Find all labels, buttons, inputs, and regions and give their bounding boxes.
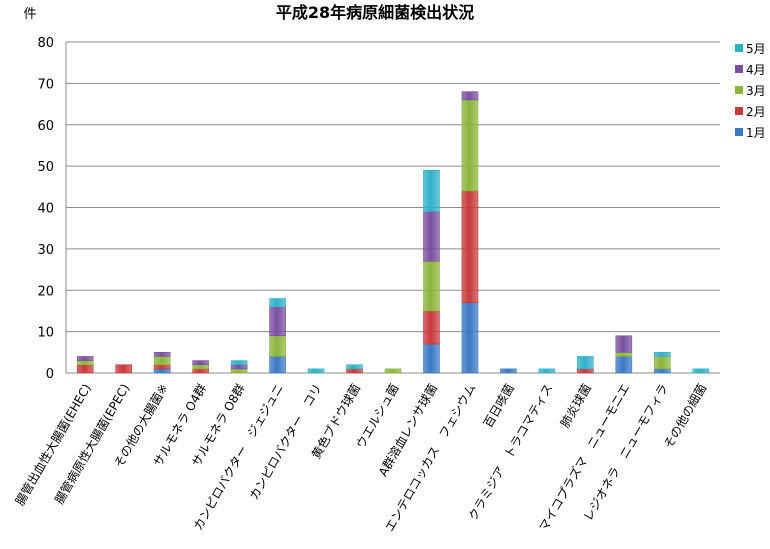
bar-segment	[192, 368, 209, 374]
y-tick-label: 80	[37, 36, 54, 51]
bars	[76, 91, 710, 374]
legend-label: 5月	[746, 42, 766, 56]
y-tick-label: 0	[46, 367, 54, 382]
bar-segment	[346, 368, 363, 374]
legend-label: 3月	[746, 84, 766, 98]
bar-segment	[461, 91, 479, 101]
bar-segment	[615, 352, 633, 357]
legend-label: 1月	[746, 126, 766, 140]
bar-segment	[153, 352, 171, 357]
bar-segment	[423, 169, 440, 212]
bar-segment	[115, 364, 133, 374]
x-tick-label: 腸管病原性大腸菌(EPEC)	[51, 381, 132, 506]
y-tick-label: 30	[37, 243, 54, 258]
y-axis-ticks: 0 10 20 30 40 50 60 70 80	[37, 36, 54, 382]
bar-segment	[76, 356, 94, 361]
bar-segment	[423, 211, 440, 262]
x-tick-label: 腸管出血性大腸菌(EHEC)	[12, 381, 94, 508]
legend-swatch	[735, 107, 743, 115]
gridlines	[66, 41, 720, 333]
bar-segment	[153, 364, 171, 370]
bar-segment	[307, 368, 325, 374]
legend-swatch	[735, 128, 743, 136]
y-tick-label: 10	[37, 326, 54, 341]
bar-segment	[461, 302, 479, 374]
y-tick-label: 20	[37, 284, 54, 299]
x-axis-labels: 腸管出血性大腸菌(EHEC)腸管病原性大腸菌(EPEC)その他の大腸菌※サルモネ…	[12, 381, 709, 534]
bar-segment	[577, 356, 594, 370]
y-tick-label: 60	[37, 119, 54, 134]
bar-segment	[346, 364, 363, 370]
x-tick-label: 百日咳菌	[481, 382, 517, 431]
legend-label: 4月	[746, 63, 766, 77]
x-tick-label: クラミジア トラコマティス	[466, 382, 556, 523]
x-tick-label: カンピロバクター コリ	[247, 382, 325, 503]
legend-swatch	[735, 86, 743, 94]
legend-swatch	[735, 65, 743, 73]
bar-segment	[653, 356, 671, 370]
bar-segment	[384, 368, 402, 374]
bar-segment	[461, 190, 479, 303]
bar-segment	[500, 368, 517, 374]
bar-segment	[461, 99, 479, 192]
bar-segment	[269, 306, 286, 337]
bar-segment	[692, 368, 710, 374]
bar-segment	[423, 310, 440, 345]
legend-swatch	[735, 44, 743, 52]
bar-segment	[269, 356, 286, 374]
bar-segment	[230, 364, 248, 370]
bar-segment	[423, 260, 440, 312]
bar-segment	[76, 360, 94, 366]
bar-segment	[153, 368, 171, 374]
bar-segment	[192, 360, 209, 366]
y-tick-label: 50	[37, 160, 54, 175]
bar-segment	[153, 356, 171, 366]
bar-segment	[76, 364, 94, 374]
x-tick-label: 肺炎球菌	[558, 382, 594, 431]
bar-segment	[269, 298, 286, 308]
bar-segment	[192, 364, 209, 370]
bar-segment	[423, 343, 440, 374]
bar-segment	[230, 360, 248, 366]
legend: 5月 4月 3月 2月 1月	[735, 42, 766, 140]
bar-segment	[577, 368, 594, 374]
bar-segment	[615, 356, 633, 374]
y-tick-label: 40	[37, 202, 54, 217]
y-axis-unit: 件	[23, 7, 36, 22]
legend-label: 2月	[746, 105, 766, 119]
bar-segment	[653, 368, 671, 374]
bar-segment	[653, 352, 671, 357]
chart-title: 平成28年病原細菌検出状況	[276, 3, 474, 22]
bar-segment	[615, 335, 633, 353]
bar-segment	[538, 368, 556, 374]
y-tick-label: 70	[37, 77, 54, 92]
bar-segment	[269, 335, 286, 357]
bar-segment	[230, 368, 248, 374]
